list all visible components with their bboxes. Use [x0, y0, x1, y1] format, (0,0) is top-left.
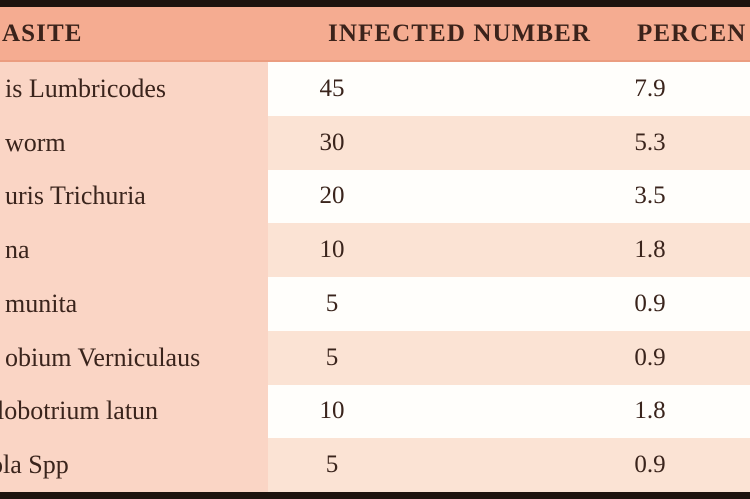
row-band — [268, 277, 750, 331]
table-row: obium Verniculaus 5 0.9 — [0, 330, 750, 385]
percentage-value: 0.9 — [634, 289, 666, 317]
table-body: is Lumbricodes 45 7.9 worm 30 5.3 uris T… — [0, 62, 750, 492]
percentage-value: 1.8 — [634, 397, 666, 425]
header-infected-number: INFECTED NUMBER — [328, 19, 592, 47]
table-row: lobotrium latun 10 1.8 — [0, 384, 750, 439]
infected-number: 5 — [325, 343, 339, 371]
row-band — [268, 115, 750, 170]
percentage-value: 0.9 — [634, 343, 666, 371]
infected-number: 30 — [319, 128, 345, 156]
percentage-value: 0.9 — [634, 451, 666, 479]
infected-number: 5 — [325, 289, 339, 317]
percentage-value: 7.9 — [634, 74, 666, 102]
table-row: worm 30 5.3 — [0, 115, 750, 170]
table-row: uris Trichuria 20 3.5 — [0, 169, 750, 224]
row-band — [268, 223, 750, 277]
percentage-value: 5.3 — [634, 128, 666, 156]
table-bottom-rule — [0, 492, 750, 499]
table-row: is Lumbricodes 45 7.9 — [0, 62, 750, 116]
parasite-name: munita — [5, 288, 78, 318]
table-row: ola Spp 5 0.9 — [0, 438, 750, 492]
parasite-name: lobotrium latun — [0, 396, 159, 426]
header-percentage: PERCEN — [637, 19, 747, 47]
parasite-name: ola Spp — [0, 450, 69, 480]
parasite-name: uris Trichuria — [5, 181, 146, 211]
row-band — [268, 438, 750, 492]
infected-number: 10 — [319, 236, 345, 264]
infected-number: 20 — [319, 182, 345, 210]
table-row: munita 5 0.9 — [0, 277, 750, 331]
parasite-name: is Lumbricodes — [5, 73, 167, 103]
row-band — [268, 169, 750, 224]
infected-number: 5 — [325, 451, 339, 479]
table-header-row: ASITE INFECTED NUMBER PERCEN — [0, 7, 750, 62]
infected-number: 45 — [319, 74, 345, 102]
infected-number: 10 — [319, 397, 345, 425]
row-band — [268, 62, 750, 116]
row-band — [268, 330, 750, 385]
row-band — [268, 384, 750, 439]
table-row: na 10 1.8 — [0, 223, 750, 277]
percentage-value: 3.5 — [634, 182, 666, 210]
percentage-value: 1.8 — [634, 236, 666, 264]
parasite-name: na — [5, 235, 30, 265]
parasite-name: worm — [5, 127, 66, 157]
parasite-name: obium Verniculaus — [5, 342, 201, 372]
header-parasite: ASITE — [2, 19, 83, 47]
table-top-rule — [0, 0, 750, 7]
